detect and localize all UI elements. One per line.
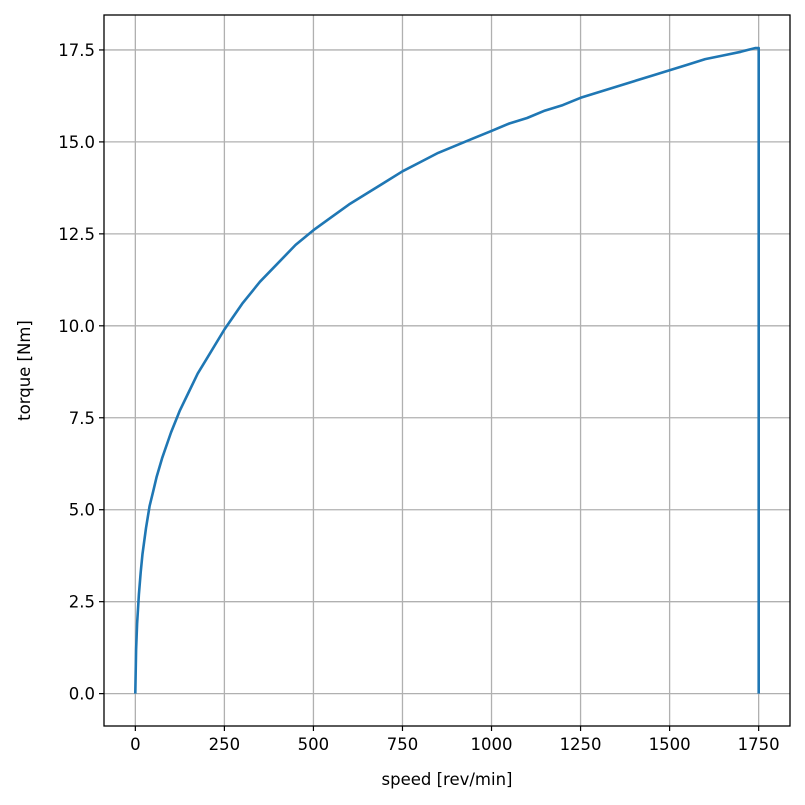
y-tick-label: 7.5 [69, 409, 95, 428]
torque-line [134, 46, 760, 694]
x-tick-label: 1250 [560, 735, 602, 754]
x-tick-label: 250 [209, 735, 241, 754]
y-tick-label: 12.5 [58, 225, 95, 244]
x-tick-label: 0 [130, 735, 141, 754]
y-tick-label: 17.5 [58, 41, 95, 60]
x-tick-label: 500 [298, 735, 330, 754]
x-tick-label: 1500 [649, 735, 691, 754]
x-tick-label: 1750 [738, 735, 780, 754]
x-axis-ticks: 0 250 500 750 1000 1250 1500 1750 [130, 726, 780, 754]
y-tick-label: 2.5 [69, 593, 95, 612]
y-tick-label: 0.0 [69, 685, 95, 704]
x-tick-label: 1000 [471, 735, 513, 754]
y-axis-ticks: 0.0 2.5 5.0 7.5 10.0 12.5 15.0 17.5 [58, 41, 104, 704]
x-tick-label: 750 [387, 735, 419, 754]
x-axis-label: speed [rev/min] [382, 770, 513, 789]
y-axis-label: torque [Nm] [15, 320, 34, 421]
series-layer [134, 46, 760, 694]
y-tick-label: 10.0 [58, 317, 95, 336]
y-tick-label: 5.0 [69, 501, 95, 520]
y-tick-label: 15.0 [58, 133, 95, 152]
plot-frame [103, 14, 791, 727]
grid [104, 15, 790, 726]
